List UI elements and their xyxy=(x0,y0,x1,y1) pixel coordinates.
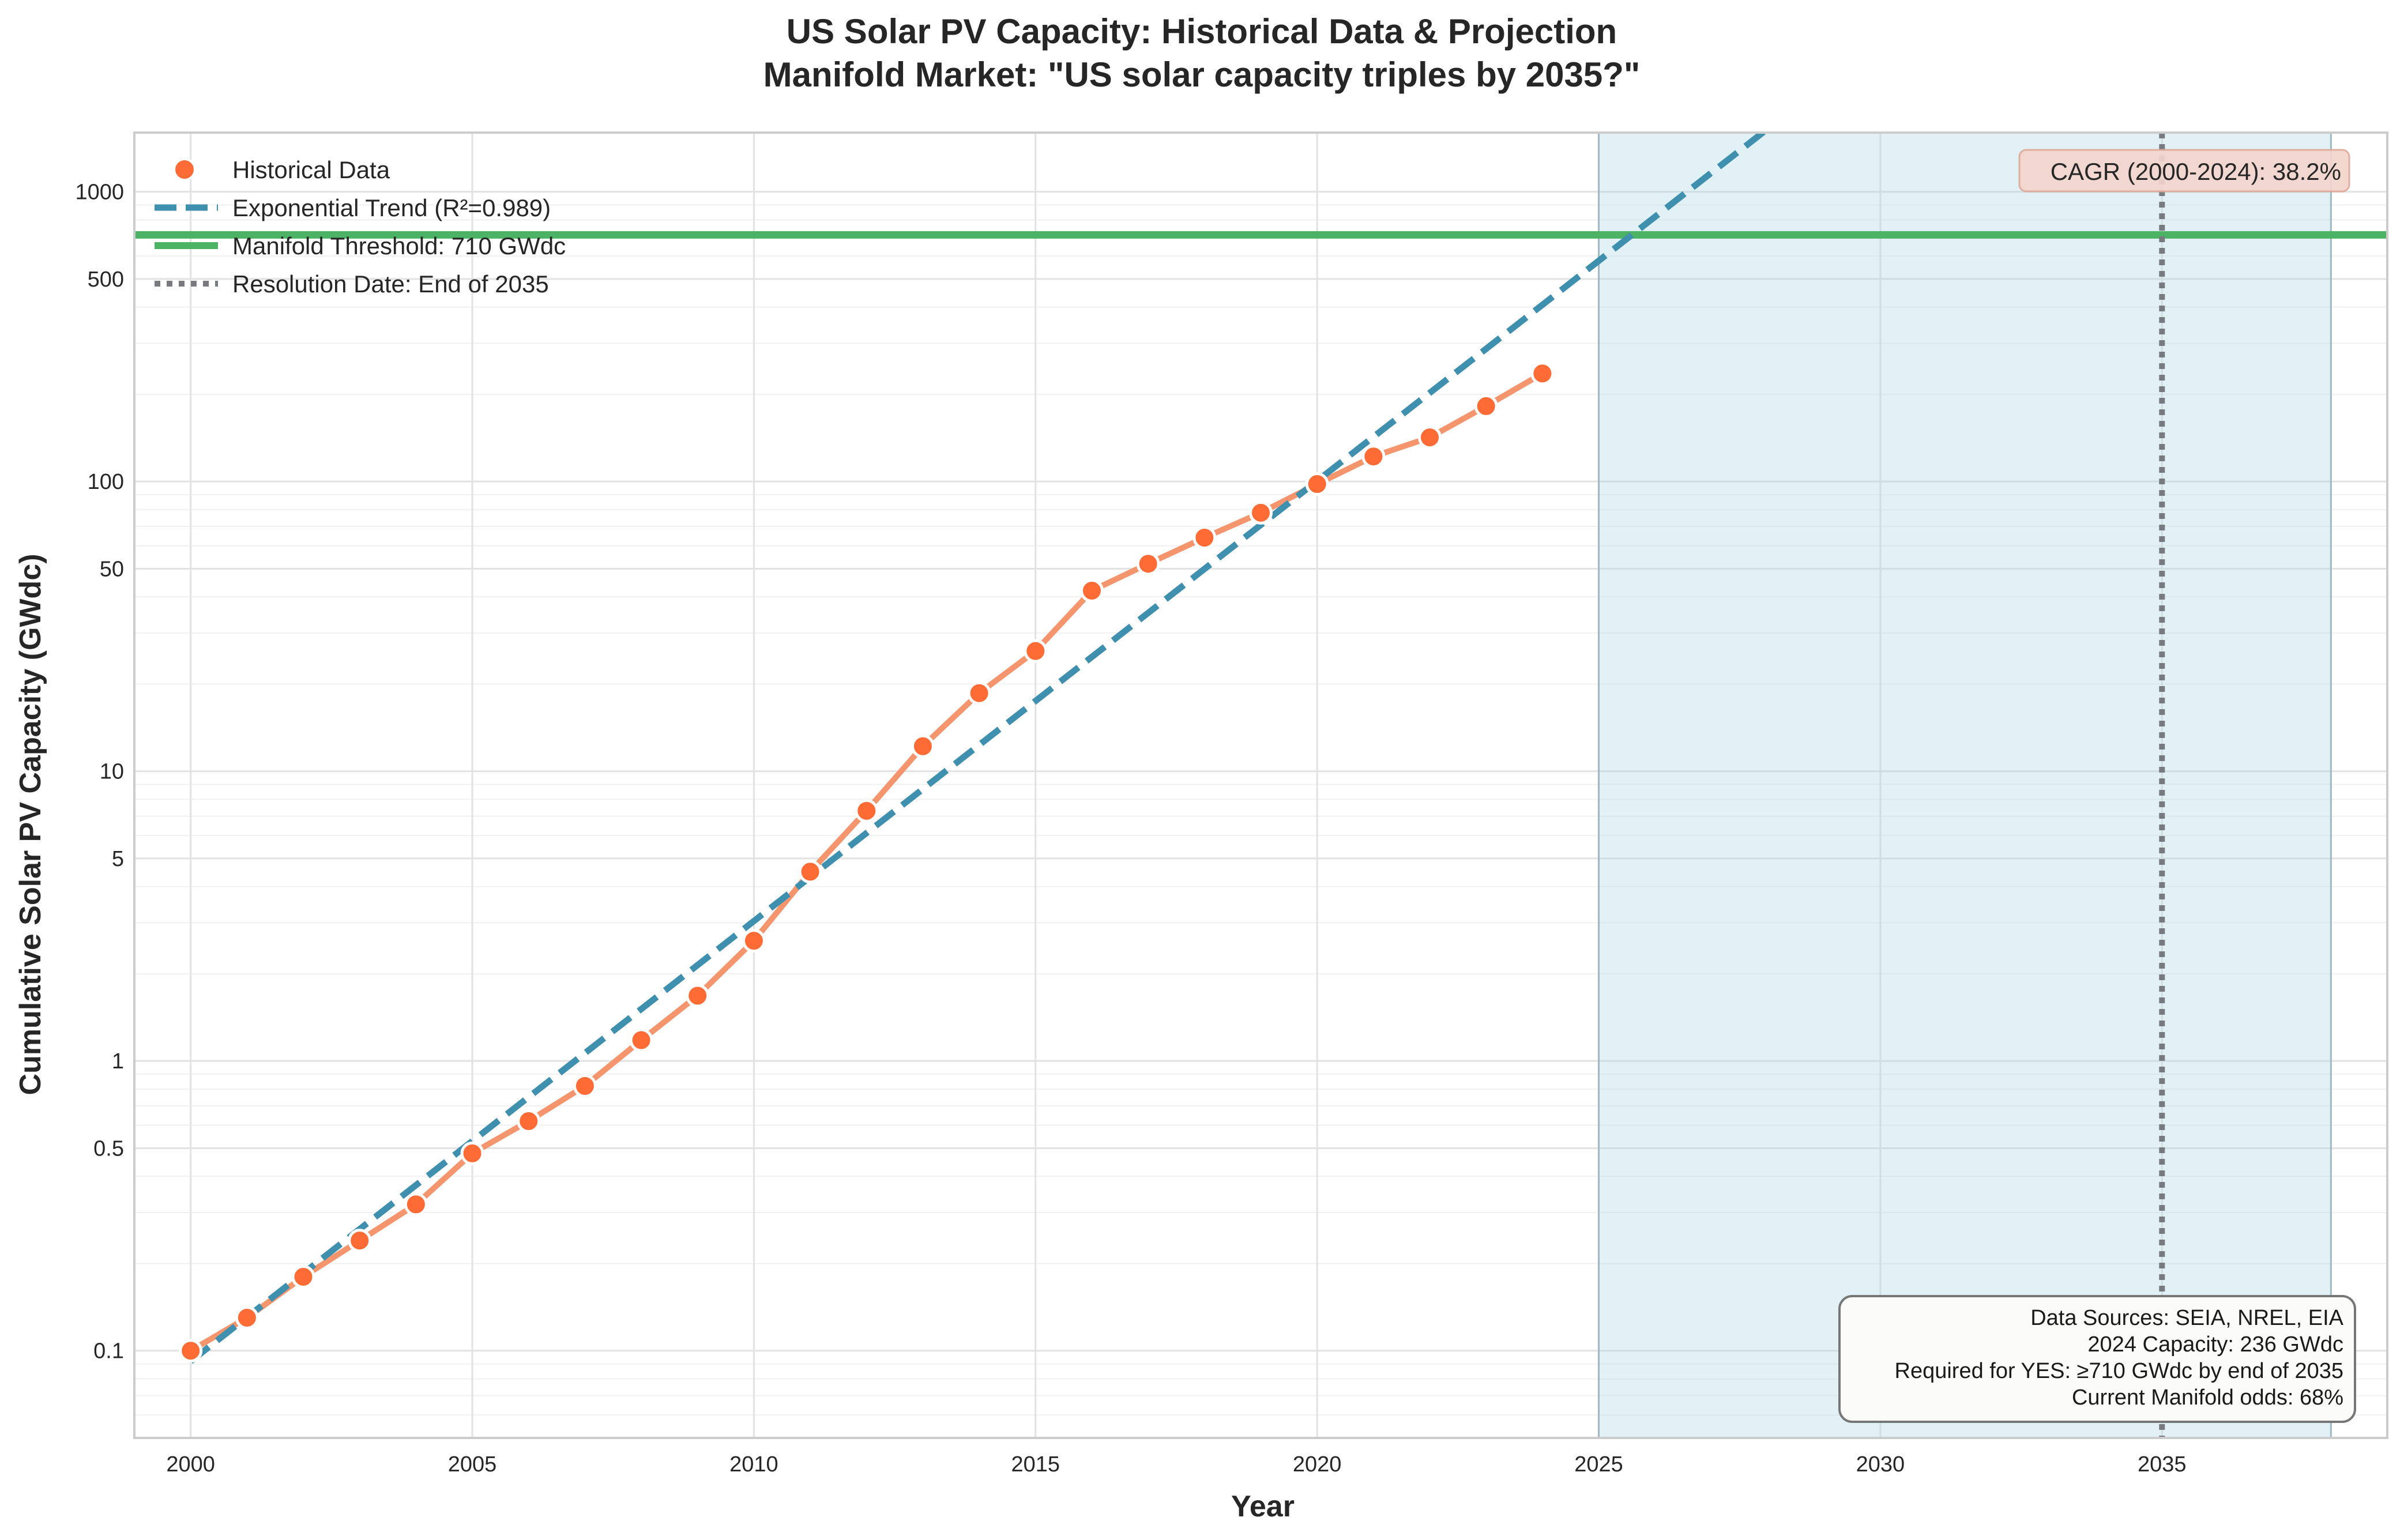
chart-title-line-2: Manifold Market: "US solar capacity trip… xyxy=(763,55,1641,94)
y-tick-label: 1000 xyxy=(75,180,124,205)
x-tick-label: 2020 xyxy=(1293,1452,1342,1477)
x-tick-label: 2035 xyxy=(2138,1452,2187,1477)
y-tick-label: 1 xyxy=(112,1049,124,1074)
historical-point xyxy=(1249,500,1273,525)
x-tick-label: 2025 xyxy=(1574,1452,1623,1477)
info-line-sources: Data Sources: SEIA, NREL, EIA xyxy=(2030,1306,2343,1330)
legend-label: Manifold Threshold: 710 GWdc xyxy=(232,232,566,259)
x-tick-label: 2000 xyxy=(166,1452,215,1477)
y-tick-label: 10 xyxy=(100,760,124,784)
y-tick-label: 50 xyxy=(100,557,124,581)
historical-point xyxy=(235,1305,259,1330)
cagr-annotation: CAGR (2000-2024): 38.2% xyxy=(2018,149,2350,193)
historical-point xyxy=(686,984,710,1008)
historical-point xyxy=(798,860,822,884)
cagr-box xyxy=(2018,149,2350,193)
historical-point xyxy=(1474,394,1498,418)
historical-point xyxy=(291,1264,315,1289)
chart-title-line-1: US Solar PV Capacity: Historical Data & … xyxy=(787,12,1617,51)
x-tick-label: 2030 xyxy=(1856,1452,1905,1477)
plot-background xyxy=(134,133,2387,1438)
legend-label: Exponential Trend (R²=0.989) xyxy=(232,194,551,221)
info-line-odds: Current Manifold odds: 68% xyxy=(2072,1385,2343,1410)
cagr-text: CAGR (2000-2024): 38.2% xyxy=(2051,158,2341,185)
legend: Historical Data Exponential Trend (R²=0.9… xyxy=(155,156,566,298)
historical-point xyxy=(1024,639,1048,663)
historical-point xyxy=(855,799,879,823)
x-axis-label: Year xyxy=(1231,1490,1295,1523)
x-tick-label: 2010 xyxy=(729,1452,778,1477)
historical-point xyxy=(404,1192,428,1217)
y-tick-label: 0.1 xyxy=(93,1339,124,1364)
historical-point xyxy=(517,1109,541,1134)
y-tick-label: 0.5 xyxy=(93,1136,124,1161)
info-box xyxy=(1838,1295,2356,1423)
legend-marker-historical xyxy=(173,158,196,181)
historical-point xyxy=(1136,552,1160,576)
historical-point xyxy=(1361,445,1386,469)
historical-point xyxy=(1192,526,1217,550)
y-tick-label: 100 xyxy=(88,470,124,494)
historical-point xyxy=(460,1141,484,1165)
historical-point xyxy=(1079,578,1104,603)
y-tick-label: 5 xyxy=(112,847,124,871)
historical-point xyxy=(742,929,766,953)
projection-region xyxy=(1598,131,2332,1439)
historical-point xyxy=(179,1339,203,1363)
y-tick-label: 500 xyxy=(88,268,124,292)
historical-point xyxy=(967,681,991,705)
legend-label: Resolution Date: End of 2035 xyxy=(232,270,549,298)
info-annotation: Data Sources: SEIA, NREL, EIA 2024 Capac… xyxy=(1838,1295,2356,1423)
series-group xyxy=(134,133,2387,1438)
plot-frame xyxy=(133,131,2388,1439)
x-tick-label: 2015 xyxy=(1011,1452,1060,1477)
historical-point xyxy=(348,1229,372,1253)
historical-point xyxy=(1530,362,1555,386)
historical-point xyxy=(573,1074,597,1098)
historical-point xyxy=(1418,426,1442,450)
plot-area: 0.1 0.5 1 5 10 50 100 500 1000 2000 2005 2010 2015 20… xyxy=(75,131,2388,1477)
historical-point xyxy=(629,1028,653,1052)
x-tick-label: 2005 xyxy=(448,1452,497,1477)
y-axis-label: Cumulative Solar PV Capacity (GWdc) xyxy=(14,554,47,1095)
info-line-required: Required for YES: ≥710 GWdc by end of 20… xyxy=(1895,1359,2344,1383)
info-line-capacity: 2024 Capacity: 236 GWdc xyxy=(2087,1332,2343,1357)
historical-point xyxy=(1305,472,1329,496)
legend-label: Historical Data xyxy=(232,156,390,183)
historical-point xyxy=(911,734,935,758)
